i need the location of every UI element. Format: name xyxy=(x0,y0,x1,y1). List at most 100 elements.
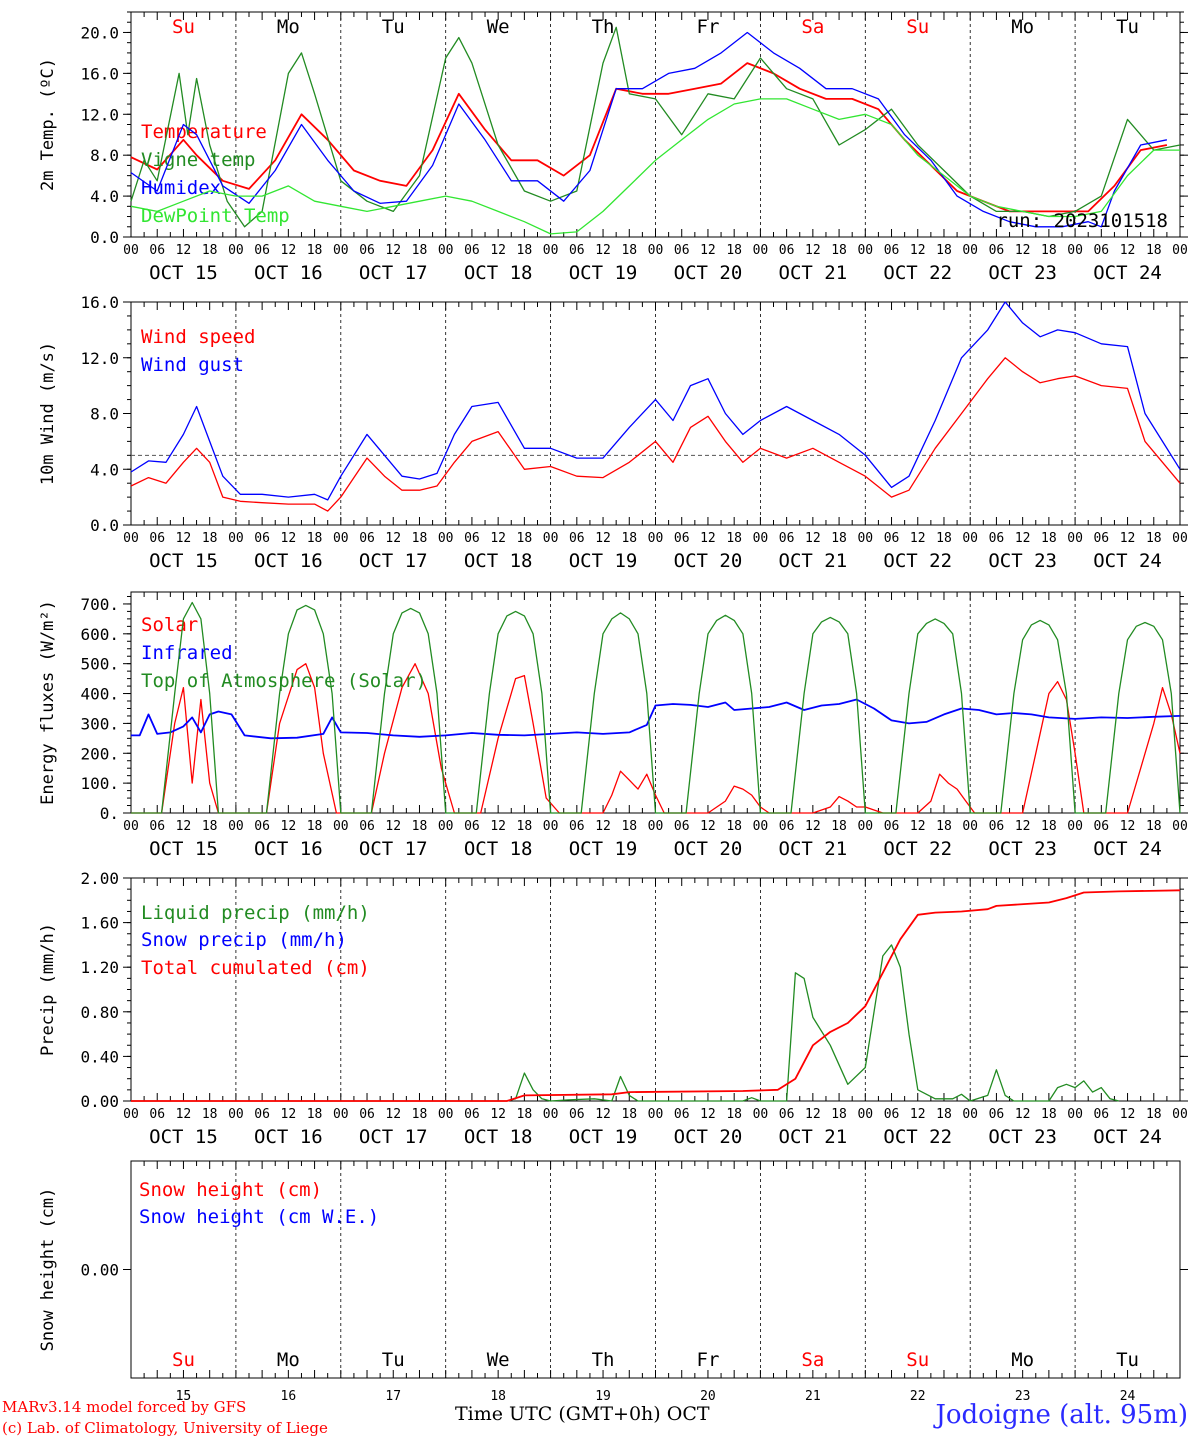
hour-tick-label: 12 xyxy=(700,1107,716,1122)
hour-tick-label: 18 xyxy=(202,819,218,834)
hour-tick-label: 00 xyxy=(857,243,873,258)
hour-tick-label: 18 xyxy=(1146,819,1162,834)
hour-tick-label: 00 xyxy=(228,531,244,546)
hour-tick-label: 12 xyxy=(1015,819,1031,834)
hour-tick-label: 06 xyxy=(1093,243,1109,258)
hour-tick-label: 12 xyxy=(1120,819,1136,834)
day-number-label: 24 xyxy=(1120,1389,1136,1404)
hour-tick-label: 18 xyxy=(936,819,952,834)
hour-tick-label: 00 xyxy=(438,531,454,546)
plot-frame xyxy=(130,11,1181,238)
hour-tick-label: 00 xyxy=(333,819,349,834)
hour-tick-label: 18 xyxy=(1041,819,1057,834)
date-label: OCT 24 xyxy=(1093,550,1162,572)
day-of-week-label: Th xyxy=(592,16,615,38)
day-of-week-label: Fr xyxy=(697,16,720,38)
day-of-week-label: Sa xyxy=(801,1349,824,1371)
hour-tick-label: 06 xyxy=(569,819,585,834)
hour-tick-label: 18 xyxy=(517,819,533,834)
hour-tick-label: 12 xyxy=(1120,1107,1136,1122)
date-label: OCT 18 xyxy=(464,550,533,572)
hour-tick-label: 18 xyxy=(517,531,533,546)
hour-tick-label: 06 xyxy=(989,531,1005,546)
hour-tick-label: 12 xyxy=(176,1107,192,1122)
date-label: OCT 20 xyxy=(674,262,743,284)
hour-tick-label: 12 xyxy=(1015,243,1031,258)
hour-tick-label: 06 xyxy=(674,531,690,546)
hour-tick-label: 18 xyxy=(412,819,428,834)
hour-tick-label: 06 xyxy=(1093,819,1109,834)
hour-tick-label: 06 xyxy=(884,1107,900,1122)
day-of-week-label: Fr xyxy=(697,1349,720,1371)
hour-tick-label: 12 xyxy=(176,531,192,546)
day-of-week-label: Mo xyxy=(1011,1349,1034,1371)
hour-tick-label: 00 xyxy=(333,243,349,258)
hour-tick-label: 00 xyxy=(543,243,559,258)
date-label: OCT 24 xyxy=(1093,838,1162,860)
hour-tick-label: 00 xyxy=(438,819,454,834)
hour-tick-label: 06 xyxy=(254,531,270,546)
day-of-week-label: Mo xyxy=(277,16,300,38)
hour-tick-label: 00 xyxy=(333,531,349,546)
date-label: OCT 23 xyxy=(988,838,1057,860)
series-line-flux-1 xyxy=(131,698,1181,740)
legend-entry: DewPoint Temp xyxy=(141,205,290,227)
y-tick-label: 700. xyxy=(80,595,119,614)
legend-entry: Vigne temp xyxy=(141,149,255,171)
hour-tick-label: 18 xyxy=(831,1107,847,1122)
hour-tick-label: 12 xyxy=(490,243,506,258)
x-axis-month: OCT xyxy=(666,1403,710,1425)
hour-tick-label: 06 xyxy=(674,1107,690,1122)
hour-tick-label: 12 xyxy=(595,243,611,258)
day-number-label: 23 xyxy=(1015,1389,1031,1404)
date-label: OCT 21 xyxy=(779,550,848,572)
hour-tick-label: 12 xyxy=(595,819,611,834)
day-of-week-label: Su xyxy=(906,1349,929,1371)
day-of-week-label: Su xyxy=(906,16,929,38)
legend-entry: Snow precip (mm/h) xyxy=(141,929,347,951)
run-label: run: 2023101518 xyxy=(996,210,1168,232)
hour-tick-label: 06 xyxy=(989,1107,1005,1122)
hour-tick-label: 18 xyxy=(412,531,428,546)
y-tick-label: 0. xyxy=(100,804,119,823)
panel-flux: 00 06 12 18 00 06 12 18 00 06 12 18 00 06 12 18 00 06 12 18… xyxy=(38,591,1188,860)
hour-tick-label: 18 xyxy=(621,243,637,258)
hour-tick-label: 18 xyxy=(936,1107,952,1122)
date-label: OCT 15 xyxy=(149,550,218,572)
hour-tick-label: 12 xyxy=(1120,243,1136,258)
hour-tick-label: 00 xyxy=(123,819,139,834)
hour-tick-label: 00 xyxy=(753,1107,769,1122)
hour-tick-label: 18 xyxy=(307,243,323,258)
y-tick-label: 500. xyxy=(80,655,119,674)
hour-tick-label: 12 xyxy=(700,819,716,834)
hour-tick-label: 00 xyxy=(648,531,664,546)
day-of-week-label: Su xyxy=(172,16,195,38)
y-tick-label: 2.00 xyxy=(80,869,119,888)
hour-tick-label: 12 xyxy=(385,819,401,834)
date-label: OCT 20 xyxy=(674,838,743,860)
hour-tick-label: 12 xyxy=(595,1107,611,1122)
y-tick-label: 100. xyxy=(80,774,119,793)
date-label: OCT 15 xyxy=(149,262,218,284)
hour-tick-label: 00 xyxy=(648,243,664,258)
day-of-week-label: Tu xyxy=(1116,1349,1139,1371)
hour-tick-label: 18 xyxy=(831,243,847,258)
hour-tick-label: 12 xyxy=(385,1107,401,1122)
hour-tick-label: 18 xyxy=(726,819,742,834)
y-tick-label: 400. xyxy=(80,685,119,704)
hour-tick-label: 18 xyxy=(1146,243,1162,258)
hour-tick-label: 00 xyxy=(438,243,454,258)
hour-tick-label: 18 xyxy=(936,531,952,546)
date-label: OCT 16 xyxy=(254,550,323,572)
date-label: OCT 23 xyxy=(988,262,1057,284)
hour-tick-label: 18 xyxy=(621,531,637,546)
hour-tick-label: 06 xyxy=(464,819,480,834)
date-label: OCT 21 xyxy=(779,838,848,860)
hour-tick-label: 12 xyxy=(805,531,821,546)
y-axis-title: 2m Temp. (ºC) xyxy=(38,58,58,191)
hour-tick-label: 12 xyxy=(700,531,716,546)
hour-tick-label: 12 xyxy=(385,531,401,546)
y-tick-label: 4.0 xyxy=(90,460,119,479)
hour-tick-label: 12 xyxy=(700,243,716,258)
hour-tick-label: 18 xyxy=(307,531,323,546)
